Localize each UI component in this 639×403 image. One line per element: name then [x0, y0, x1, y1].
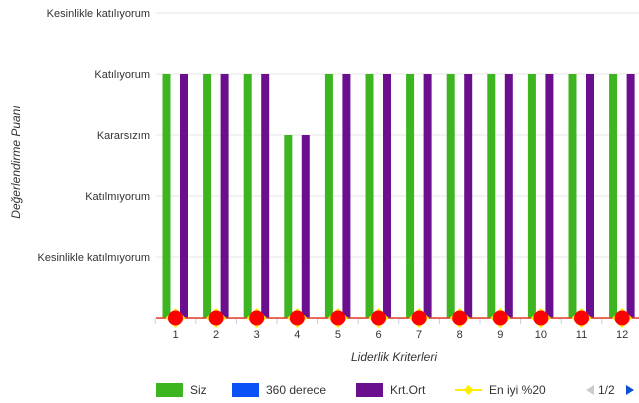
bar-krt-ort-2[interactable] [220, 74, 229, 318]
bar-siz-9[interactable] [487, 74, 496, 318]
bar-krt-ort-12[interactable] [626, 74, 635, 318]
bar-siz-2[interactable] [203, 74, 212, 318]
pager-next-icon[interactable] [626, 385, 634, 395]
bar-siz-8[interactable] [446, 74, 455, 318]
point-marker-12[interactable] [614, 310, 630, 326]
y-tick-label: Kararsızım [97, 130, 150, 142]
bar-krt-ort-9[interactable] [504, 74, 513, 318]
bar-krt-ort-5[interactable] [342, 74, 351, 318]
legend-swatch [356, 383, 383, 397]
bar-siz-1[interactable] [162, 74, 171, 318]
x-axis [154, 318, 639, 324]
markers [165, 308, 633, 328]
bar-siz-4[interactable] [284, 135, 293, 318]
x-tick-label: 6 [375, 329, 381, 341]
y-tick-label: Katılmıyorum [85, 191, 150, 203]
y-axis-tick-labels: Kesinlikle katılmıyorum Katılmıyorum Karar… [38, 8, 150, 264]
x-tick-label: 4 [294, 329, 300, 341]
x-tick-label: 7 [416, 329, 422, 341]
y-tick-label: Katılıyorum [94, 69, 150, 81]
bar-siz-6[interactable] [365, 74, 374, 318]
legend-item-siz[interactable]: Siz [156, 383, 207, 397]
legend-label: Krt.Ort [390, 383, 426, 397]
legend-label: Siz [190, 383, 207, 397]
bar-krt-ort-7[interactable] [423, 74, 432, 318]
x-axis-tick-labels: 1 2 3 4 5 6 7 8 9 10 11 12 [172, 329, 628, 341]
x-tick-label: 11 [576, 329, 587, 341]
x-tick-label: 5 [335, 329, 341, 341]
point-marker-11[interactable] [574, 310, 589, 326]
x-tick-label: 1 [172, 329, 178, 341]
point-marker-5[interactable] [330, 310, 346, 326]
point-marker-7[interactable] [411, 310, 427, 326]
legend-swatch-diamond [463, 385, 474, 395]
point-marker-1[interactable] [168, 310, 183, 326]
x-tick-label: 2 [213, 329, 219, 341]
bars [162, 74, 635, 318]
point-marker-8[interactable] [452, 310, 468, 326]
point-marker-6[interactable] [371, 310, 386, 326]
legend-swatch [232, 383, 259, 397]
bar-siz-3[interactable] [243, 74, 252, 318]
grid-lines [156, 12, 639, 258]
bar-krt-ort-11[interactable] [586, 74, 594, 318]
legend-label: 360 derece [266, 383, 326, 397]
point-marker-4[interactable] [289, 310, 305, 326]
bar-krt-ort-3[interactable] [261, 74, 270, 318]
bar-siz-7[interactable] [406, 74, 415, 318]
x-tick-label: 8 [457, 329, 463, 341]
bar-krt-ort-10[interactable] [545, 74, 554, 318]
bar-siz-11[interactable] [568, 74, 577, 318]
x-tick-label: 12 [616, 329, 628, 341]
bar-krt-ort-1[interactable] [180, 74, 188, 318]
bar-siz-5[interactable] [324, 74, 333, 318]
pager-prev-icon[interactable] [586, 385, 594, 395]
y-axis-title: Değerlendirme Puanı [9, 105, 23, 218]
y-tick-label: Kesinlikle katılıyorum [47, 8, 150, 20]
point-marker-9[interactable] [492, 310, 508, 326]
point-marker-2[interactable] [208, 310, 224, 326]
point-marker-3[interactable] [249, 310, 265, 326]
x-tick-label: 10 [535, 329, 547, 341]
x-tick-label: 3 [254, 329, 260, 341]
legend-swatch [156, 383, 183, 397]
x-axis-title: Liderlik Kriterleri [351, 350, 437, 364]
x-tick-label: 9 [497, 329, 503, 341]
bar-krt-ort-8[interactable] [464, 74, 473, 318]
bar-siz-12[interactable] [609, 74, 618, 318]
pager-text: 1/2 [598, 383, 615, 397]
point-marker-10[interactable] [533, 310, 549, 326]
y-tick-label: Kesinlikle katılmıyorum [38, 252, 150, 264]
legend-pager: 1/2 [586, 383, 634, 397]
legend-item-360-derece[interactable]: 360 derece [232, 383, 326, 397]
legend-label: En iyi %20 [489, 383, 546, 397]
bar-krt-ort-4[interactable] [301, 135, 310, 318]
legend-item-en-iyi-20[interactable]: En iyi %20 [455, 383, 546, 397]
bar-krt-ort-6[interactable] [383, 74, 391, 318]
bar-siz-10[interactable] [527, 74, 536, 318]
legend: Siz 360 derece Krt.Ort En iyi %20 1/2 [156, 383, 634, 397]
legend-item-krt-ort[interactable]: Krt.Ort [356, 383, 426, 397]
